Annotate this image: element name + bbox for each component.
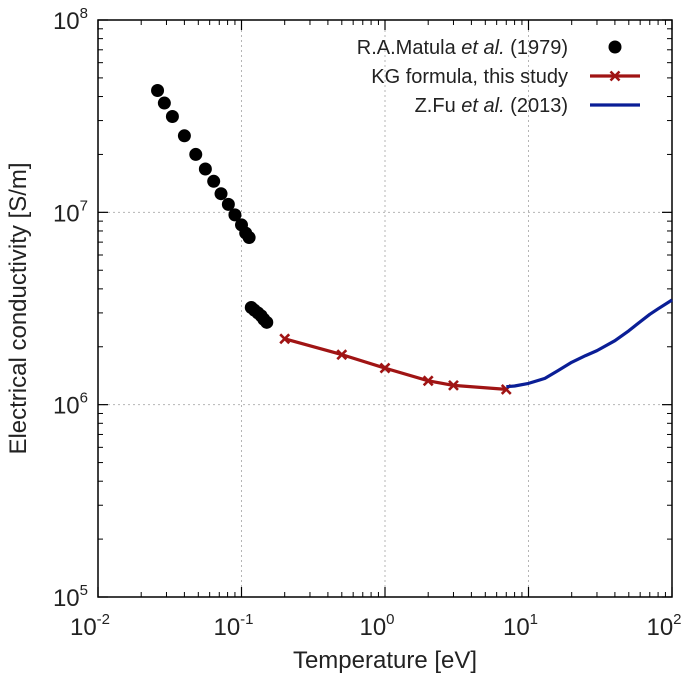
data-point — [448, 379, 459, 391]
legend-item: Z.Fu et al. (2013) — [415, 95, 640, 117]
x-axis-title: Temperature [eV] — [293, 647, 477, 674]
data-point — [151, 83, 165, 97]
data-point — [260, 315, 274, 329]
x-tick-label: 101 — [503, 611, 538, 641]
series-line — [506, 298, 673, 389]
x-tick-label: 10-2 — [70, 611, 110, 641]
legend-label: R.A.Matula et al. (1979) — [357, 37, 568, 59]
data-point — [228, 208, 242, 222]
data-point — [207, 174, 221, 188]
axis-ticks: 10-2 10-1 100 101 102 105 106 107 108 — [53, 5, 682, 641]
series-layer — [151, 83, 673, 395]
y-tick-label: 107 — [53, 197, 88, 227]
data-point — [189, 147, 203, 161]
x-tick-label: 10-1 — [213, 611, 253, 641]
series-line — [284, 337, 507, 391]
data-point — [279, 333, 291, 345]
legend-item: R.A.Matula et al. (1979) — [357, 37, 622, 59]
y-tick-label: 105 — [53, 582, 88, 612]
legend: R.A.Matula et al. (1979) KG formula, this… — [357, 37, 640, 117]
data-point — [336, 349, 348, 361]
series-2 — [506, 298, 673, 389]
y-axis-title: Electrical conductivity [S/m] — [5, 162, 32, 454]
data-point — [379, 362, 391, 374]
legend-marker — [608, 40, 622, 54]
legend-item: KG formula, this study — [371, 66, 640, 88]
data-point — [422, 375, 434, 387]
data-point — [157, 96, 171, 110]
data-point — [242, 230, 256, 244]
legend-label: Z.Fu et al. (2013) — [415, 95, 568, 117]
data-point — [165, 109, 179, 123]
grid-lines — [98, 20, 672, 597]
series-1 — [279, 333, 512, 395]
data-point — [198, 162, 212, 176]
y-tick-label: 108 — [53, 5, 88, 35]
x-tick-label: 102 — [646, 611, 681, 641]
series-0 — [151, 83, 274, 329]
legend-marker — [609, 70, 621, 82]
legend-label: KG formula, this study — [371, 66, 568, 88]
x-tick-label: 100 — [359, 611, 394, 641]
data-point — [177, 129, 191, 143]
data-point — [221, 197, 235, 211]
y-tick-label: 106 — [53, 390, 88, 420]
data-point — [214, 187, 228, 201]
